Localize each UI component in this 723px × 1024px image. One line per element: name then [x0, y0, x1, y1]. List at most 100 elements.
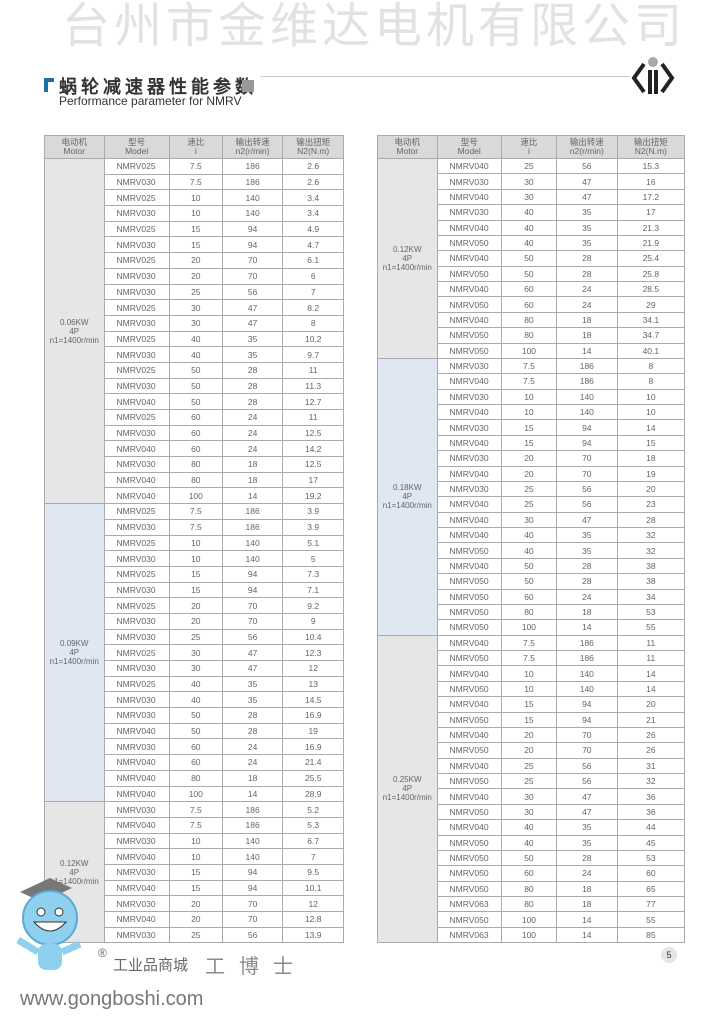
ratio-cell: 40 [500, 234, 557, 252]
model-cell: NMRV050 [436, 772, 502, 790]
ratio-cell: 80 [500, 327, 557, 344]
column-header: 输出扭矩 N2(N.m) [616, 135, 686, 159]
output-speed-cell: 24 [555, 296, 618, 313]
ratio-cell: 50 [500, 250, 557, 267]
model-cell: NMRV040 [436, 311, 502, 329]
output-speed-cell: 24 [555, 865, 618, 882]
output-speed-cell: 186 [555, 373, 618, 390]
output-speed-cell: 35 [555, 819, 618, 836]
output-torque-cell: 11 [616, 634, 686, 652]
column-header-en: N2(N.m) [634, 146, 667, 156]
model-cell: NMRV030 [103, 314, 170, 332]
table-row: NMRV030 10 140 5 [45, 550, 344, 567]
ratio-cell: 10 [168, 205, 223, 222]
output-torque-cell: 38 [616, 573, 686, 590]
performance-table-left: 电动机 Motor 型号 Model 速比 i 输出转速 n2(r/min) 输出扭矩 N2(N.… [44, 135, 344, 944]
column-header-en: Model [457, 146, 481, 156]
output-speed-cell: 14 [221, 487, 284, 505]
table-row: NMRV030 25 56 7 [45, 283, 344, 301]
model-cell: NMRV040 [103, 769, 170, 787]
output-torque-cell: 28.9 [282, 785, 344, 803]
column-header-cn: 输出扭矩 [296, 137, 331, 147]
output-speed-cell: 56 [221, 283, 284, 301]
ratio-cell: 20 [500, 450, 557, 467]
output-speed-cell: 56 [555, 757, 618, 775]
model-cell: NMRV030 [103, 456, 170, 473]
table-row: NMRV030 10 140 10 [378, 388, 686, 406]
ratio-cell: 60 [168, 424, 223, 442]
output-speed-cell: 35 [555, 526, 618, 544]
output-torque-cell: 23 [616, 496, 686, 513]
ratio-cell: 60 [500, 280, 557, 298]
table-row: NMRV050 30 47 36 [378, 803, 686, 821]
ratio-cell: 50 [168, 707, 223, 724]
table-row: 0.09KW 4P n1=1400r/min NMRV025 7.5 186 3.9 [44, 503, 344, 803]
output-speed-cell: 70 [221, 597, 284, 614]
model-cell: NMRV030 [103, 926, 170, 944]
ratio-cell: 100 [168, 487, 223, 505]
table-row: NMRV030 60 24 12.5 [45, 424, 344, 442]
header-divider [260, 76, 630, 77]
ratio-cell: 40 [500, 819, 557, 836]
output-torque-cell: 32 [616, 542, 686, 559]
ratio-cell: 60 [500, 296, 557, 313]
model-cell: NMRV025 [103, 597, 170, 614]
output-torque-cell: 18 [616, 450, 686, 467]
column-header-cn: 型号 [460, 137, 478, 147]
model-cell: NMRV050 [436, 911, 502, 928]
model-cell: NMRV025 [103, 252, 170, 269]
model-cell: NMRV040 [436, 403, 502, 421]
output-torque-cell: 60 [616, 865, 686, 882]
output-speed-cell: 140 [555, 388, 618, 406]
ratio-cell: 30 [168, 660, 223, 677]
model-cell: NMRV030 [103, 738, 170, 756]
model-cell: NMRV040 [103, 722, 170, 740]
output-torque-cell: 25.4 [616, 250, 686, 267]
output-speed-cell: 56 [555, 496, 618, 513]
column-header-en: i [527, 146, 530, 156]
model-cell: NMRV025 [103, 503, 170, 520]
table-row: NMRV030 7.5 186 2.6 [45, 173, 344, 191]
motor-group-cell: 0.09KW 4P n1=1400r/min [44, 503, 105, 803]
output-speed-cell: 186 [221, 801, 284, 818]
ratio-cell: 25 [168, 628, 223, 646]
column-header-cn: 电动机 [61, 137, 87, 147]
output-torque-cell: 8 [616, 357, 686, 375]
output-torque-cell: 7.1 [282, 581, 344, 599]
model-cell: NMRV040 [436, 757, 502, 775]
brand-name: 工博士 [205, 954, 307, 978]
model-cell: NMRV025 [103, 361, 170, 379]
output-torque-cell: 15.3 [616, 157, 686, 175]
table-row: NMRV040 40 35 21.3 [378, 219, 686, 236]
model-cell: NMRV025 [103, 644, 170, 661]
ratio-cell: 20 [168, 895, 223, 912]
model-cell: NMRV050 [436, 649, 502, 667]
output-torque-cell: 13.9 [282, 926, 344, 944]
watermark: 台州市金维达电机有限公司 [62, 0, 687, 54]
model-cell: NMRV030 [103, 518, 170, 536]
output-speed-cell: 28 [221, 393, 284, 410]
table-row: NMRV025 60 24 11 [45, 409, 344, 426]
table-row: NMRV030 25 56 20 [378, 480, 686, 498]
ratio-cell: 15 [168, 863, 223, 881]
output-torque-cell: 6.7 [282, 832, 344, 850]
output-speed-cell: 35 [221, 330, 284, 348]
output-torque-cell: 12 [282, 660, 344, 677]
model-cell: NMRV025 [103, 565, 170, 583]
output-speed-cell: 47 [221, 314, 284, 332]
model-cell: NMRV040 [436, 788, 502, 805]
motor-spec: 4P [402, 492, 413, 502]
table-header-row: 电动机 Motor 型号 Model 速比 i 输出转速 n2(r/min) 输出扭矩 N2(N.… [44, 135, 344, 159]
output-torque-cell: 14 [616, 419, 686, 436]
output-speed-cell: 186 [221, 503, 284, 520]
output-torque-cell: 19 [282, 722, 344, 740]
output-torque-cell: 9 [282, 612, 344, 630]
column-header: 速比 i [168, 135, 223, 159]
ratio-cell: 100 [500, 342, 557, 359]
ratio-cell: 10 [500, 403, 557, 421]
column-header: 输出转速 n2(r/min) [555, 135, 618, 159]
ratio-cell: 100 [500, 926, 557, 944]
column-header: 电动机 Motor [44, 135, 105, 159]
output-torque-cell: 21.4 [282, 754, 344, 771]
ratio-cell: 15 [500, 696, 557, 713]
